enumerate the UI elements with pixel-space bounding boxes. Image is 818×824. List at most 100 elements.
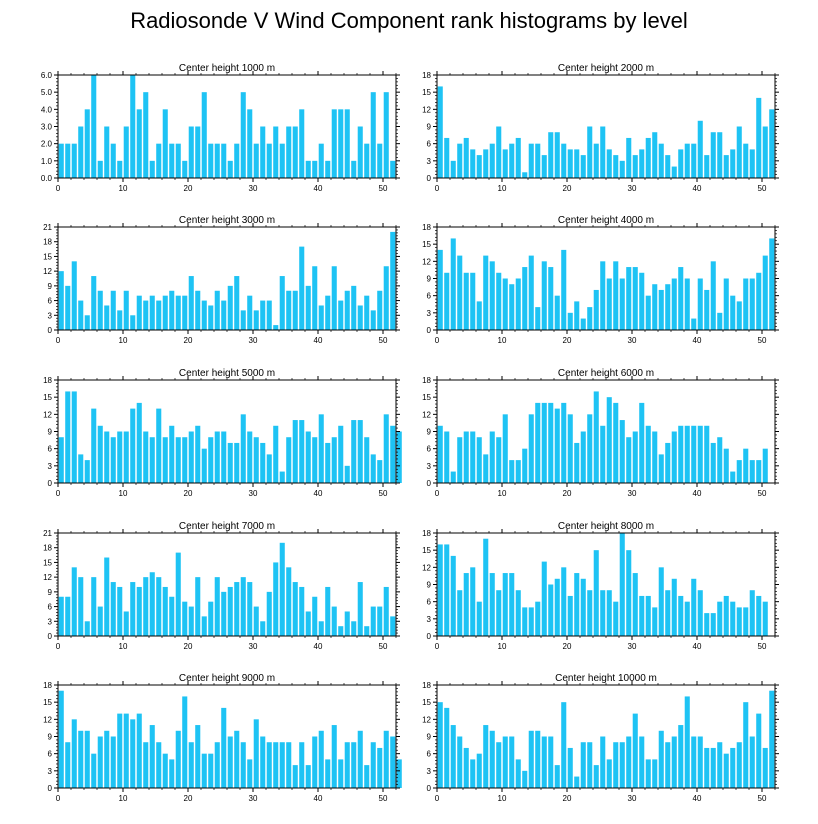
histogram-bar — [684, 601, 690, 636]
y-tick-label: 15 — [422, 88, 431, 97]
x-tick-label: 30 — [628, 642, 637, 651]
histogram-bar — [377, 460, 383, 483]
histogram-bar — [149, 572, 155, 636]
histogram-bar — [227, 586, 233, 636]
histogram-bar — [502, 573, 508, 636]
histogram-bar — [574, 442, 580, 483]
y-tick-label: 15 — [43, 393, 52, 402]
histogram-bar — [260, 736, 266, 788]
x-tick-label: 10 — [119, 794, 128, 803]
y-tick-label: 2.0 — [41, 140, 53, 149]
histogram-bar — [156, 742, 162, 788]
histogram-bar — [749, 149, 755, 178]
histogram-bar — [509, 460, 515, 483]
histogram-bar — [671, 166, 677, 178]
histogram-bar — [613, 742, 619, 788]
histogram-bar — [71, 391, 77, 483]
histogram-bar — [678, 267, 684, 330]
histogram-bar — [743, 702, 749, 788]
histogram-bar — [175, 437, 181, 483]
histogram-bar — [318, 621, 324, 636]
histogram-bar — [357, 582, 363, 636]
histogram-bar — [279, 742, 285, 788]
panel-title: Center height 7000 m — [179, 521, 275, 532]
histogram-bar — [697, 425, 703, 483]
histogram-bar — [470, 567, 476, 636]
x-tick-label: 20 — [563, 794, 572, 803]
histogram-bar — [65, 742, 71, 788]
histogram-bar — [561, 567, 567, 636]
histogram-bar — [143, 577, 149, 636]
histogram-bar — [736, 742, 742, 788]
y-tick-label: 3 — [427, 767, 432, 776]
y-tick-label: 3 — [48, 617, 53, 626]
histogram-bar — [450, 471, 456, 483]
histogram-bar — [110, 143, 116, 178]
histogram-bar — [325, 586, 331, 636]
histogram-bar — [743, 607, 749, 636]
histogram-bar — [318, 143, 324, 178]
y-tick-label: 0 — [427, 784, 432, 793]
panel-title: Center height 1000 m — [179, 63, 275, 74]
histogram-bar — [182, 696, 188, 788]
x-tick-label: 30 — [628, 794, 637, 803]
histogram-bar — [567, 149, 573, 178]
histogram-bar — [58, 690, 64, 788]
histogram-bar — [338, 109, 344, 178]
histogram-bar — [496, 272, 502, 330]
y-tick-label: 18 — [43, 544, 52, 553]
histogram-bar — [136, 402, 142, 483]
histogram-bar — [554, 765, 560, 788]
histogram-bar — [502, 736, 508, 788]
histogram-bar — [665, 284, 671, 330]
histogram-bar — [437, 425, 443, 483]
histogram-bar — [240, 92, 246, 178]
histogram-bar — [344, 465, 350, 483]
histogram-bar — [364, 295, 370, 330]
histogram-bar — [762, 255, 768, 330]
histogram-bar — [188, 126, 194, 178]
histogram-bar — [632, 267, 638, 330]
histogram-bar — [58, 143, 64, 178]
histogram-bar — [143, 742, 149, 788]
histogram-bar — [730, 295, 736, 330]
histogram-bar — [626, 137, 632, 178]
histogram-bar — [136, 295, 142, 330]
histogram-bar — [279, 276, 285, 330]
histogram-bar — [156, 577, 162, 636]
histogram-bar — [97, 160, 103, 178]
y-tick-label: 0 — [48, 326, 53, 335]
histogram-panel-2: Center height 2000 m 0 3 6 9 12 15 18 0 10 20 30 40 5… — [422, 63, 779, 193]
histogram-bar — [396, 431, 402, 483]
histogram-bar — [463, 747, 469, 788]
histogram-bar — [723, 278, 729, 330]
histogram-bar — [299, 109, 305, 178]
histogram-bar — [626, 267, 632, 330]
histogram-bar — [756, 713, 762, 788]
histogram-bar — [149, 725, 155, 788]
histogram-bar — [175, 552, 181, 636]
histogram-bar — [117, 713, 123, 788]
histogram-bar — [136, 713, 142, 788]
histogram-bar — [325, 759, 331, 788]
x-tick-label: 30 — [249, 184, 258, 193]
histogram-bar — [162, 437, 168, 483]
histogram-bar — [444, 707, 450, 788]
histogram-bar — [691, 318, 697, 330]
x-tick-label: 40 — [314, 642, 323, 651]
histogram-bar — [717, 437, 723, 483]
histogram-bar — [65, 391, 71, 483]
histogram-bar — [325, 442, 331, 483]
x-tick-label: 0 — [56, 336, 61, 345]
histogram-bar — [762, 448, 768, 483]
histogram-bar — [587, 590, 593, 636]
histogram-bar — [457, 590, 463, 636]
histogram-bar — [370, 454, 376, 483]
histogram-bar — [509, 284, 515, 330]
histogram-bar — [123, 290, 129, 330]
histogram-bar — [444, 431, 450, 483]
histogram-bar — [691, 578, 697, 636]
histogram-bar — [383, 92, 389, 178]
histogram-bar — [678, 595, 684, 636]
x-tick-label: 50 — [758, 794, 767, 803]
